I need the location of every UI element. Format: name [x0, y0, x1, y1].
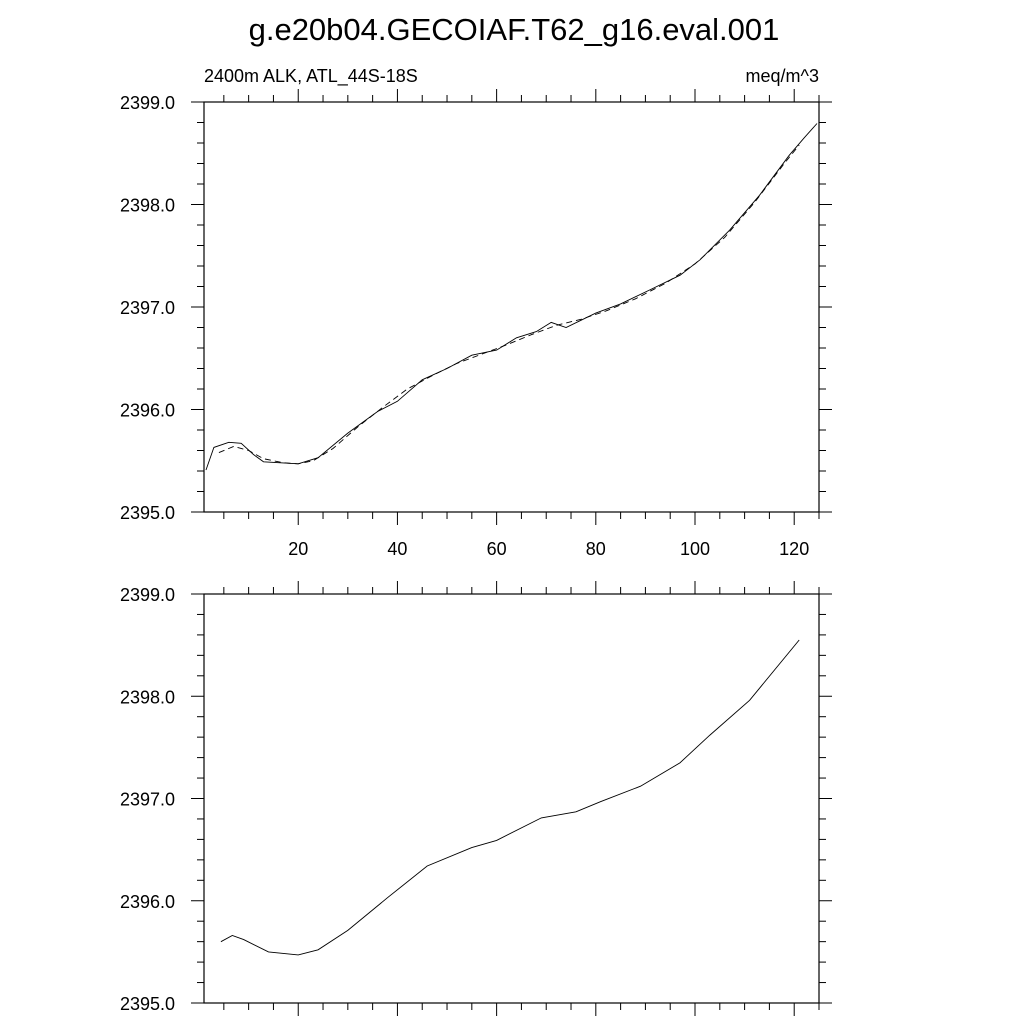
x-tick-label: 80	[586, 539, 606, 559]
right-subtitle: meq/m^3	[746, 66, 819, 86]
series-line-solid	[220, 639, 800, 956]
plot-frame	[203, 101, 820, 513]
plot-frame	[203, 593, 820, 1004]
top-panel: 20 40 60 80 100 120 2395.0 2396.0 2397.0 2398.0 23…	[120, 89, 832, 559]
y-tick-label: 2396.0	[120, 892, 175, 912]
left-subtitle: 2400m ALK, ATL_44S-18S	[204, 66, 418, 87]
series-line-solid	[205, 123, 818, 471]
y-tick-label: 2395.0	[120, 503, 175, 523]
y-tick-label: 2395.0	[120, 994, 175, 1014]
x-tick-label: 20	[288, 539, 308, 559]
x-tick-label: 60	[487, 539, 507, 559]
y-tick-label: 2399.0	[120, 93, 175, 113]
y-tick-label: 2398.0	[120, 196, 175, 216]
series-line-dashed	[218, 144, 800, 465]
x-tick-label: 120	[779, 539, 809, 559]
y-tick-label: 2397.0	[120, 298, 175, 318]
x-tick-label: 40	[387, 539, 407, 559]
chart-title: g.e20b04.GECOIAF.T62_g16.eval.001	[249, 12, 780, 47]
y-tick-label: 2398.0	[120, 687, 175, 707]
y-tick-label: 2396.0	[120, 401, 175, 421]
x-tick-label: 100	[680, 539, 710, 559]
bottom-panel: 2395.0 2396.0 2397.0 2398.0 2399.0	[120, 581, 832, 1016]
y-tick-label: 2399.0	[120, 585, 175, 605]
y-tick-label: 2397.0	[120, 790, 175, 810]
